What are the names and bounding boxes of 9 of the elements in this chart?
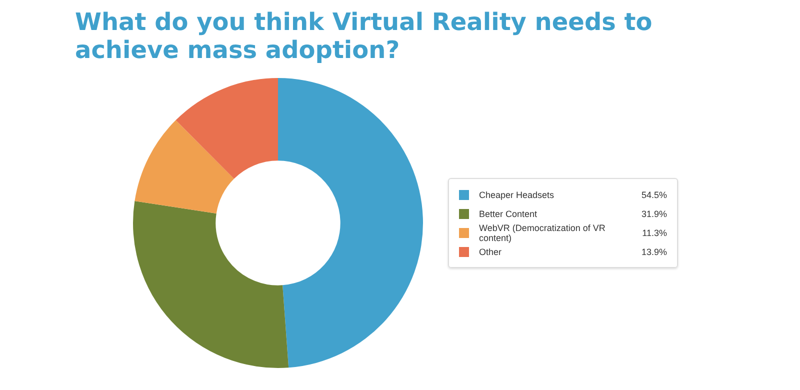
data-label: 54.5% xyxy=(640,190,667,200)
data-label: 11.3% xyxy=(641,228,667,238)
data-label: 13.9% xyxy=(640,246,667,256)
data-label: 31.9% xyxy=(640,208,667,218)
legend-label: WebVR (Democratization of VR content) xyxy=(479,222,606,242)
legend-label: Better Content xyxy=(479,208,538,218)
chart-title: What do you think Virtual Reality needs to achieve mass adoption? xyxy=(75,8,654,64)
legend-label: Cheaper Headsets xyxy=(479,190,556,200)
legend-label: Other xyxy=(479,246,503,256)
